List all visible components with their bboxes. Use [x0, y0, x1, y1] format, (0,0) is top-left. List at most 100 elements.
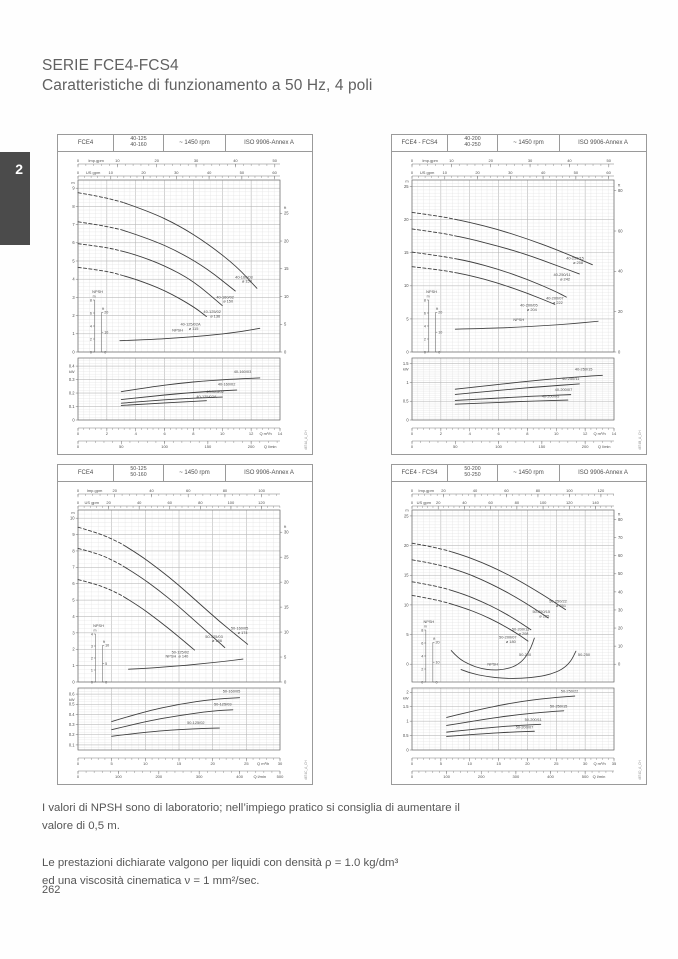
svg-text:40-125/02: 40-125/02	[203, 309, 221, 314]
svg-text:ft: ft	[618, 182, 621, 187]
svg-text:100: 100	[228, 500, 235, 505]
svg-text:9: 9	[72, 186, 75, 191]
rpm-label: ~ 1450 rpm	[498, 465, 560, 481]
svg-text:70: 70	[618, 535, 623, 540]
svg-text:5: 5	[284, 322, 287, 327]
svg-text:Q l/min: Q l/min	[264, 444, 277, 449]
svg-text:4: 4	[91, 632, 93, 636]
svg-text:0: 0	[406, 662, 409, 667]
svg-text:2: 2	[406, 690, 409, 695]
svg-text:12: 12	[583, 431, 588, 436]
svg-text:80: 80	[515, 500, 520, 505]
svg-text:4674D_A_CH: 4674D_A_CH	[638, 760, 642, 780]
svg-text:0: 0	[72, 417, 75, 422]
svg-text:40-250/11: 40-250/11	[562, 376, 579, 381]
svg-text:0: 0	[77, 444, 80, 449]
svg-text:3: 3	[72, 295, 75, 300]
svg-text:80: 80	[536, 488, 541, 493]
svg-text:0: 0	[438, 350, 440, 354]
svg-text:ft: ft	[103, 640, 105, 644]
pump-chart-panel-50-200-250: FCE4 - FCS4 50-200 50-250 ~ 1450 rpm ISO…	[391, 464, 647, 785]
sizes-label: 50-200 50-250	[448, 465, 498, 481]
svg-text:80: 80	[618, 517, 623, 522]
svg-text:120: 120	[566, 500, 573, 505]
svg-text:10: 10	[435, 660, 439, 664]
svg-text:60: 60	[618, 553, 623, 558]
svg-text:200: 200	[478, 774, 485, 779]
svg-text:5: 5	[72, 258, 75, 263]
npsh-note: I valori di NPSH sono di laboratorio; ne…	[42, 802, 460, 833]
svg-text:0: 0	[411, 488, 414, 493]
svg-text:4: 4	[72, 277, 75, 282]
svg-text:400: 400	[547, 774, 554, 779]
svg-text:4674A_A_CH: 4674A_A_CH	[304, 430, 308, 450]
svg-text:1: 1	[72, 331, 75, 336]
svg-text:ø 204: ø 204	[527, 307, 538, 312]
model-label: FCE4 - FCS4	[392, 465, 448, 481]
svg-text:8: 8	[72, 548, 75, 553]
svg-text:20: 20	[436, 500, 441, 505]
model-label: FCE4	[58, 465, 114, 481]
svg-text:4: 4	[421, 654, 423, 658]
svg-text:kW: kW	[403, 695, 409, 700]
svg-text:0: 0	[90, 350, 92, 354]
svg-text:50: 50	[574, 170, 579, 175]
svg-text:0: 0	[618, 662, 621, 667]
svg-text:0: 0	[411, 500, 414, 505]
svg-text:10: 10	[220, 431, 225, 436]
svg-text:50-200/11: 50-200/11	[525, 717, 542, 722]
svg-text:10: 10	[105, 644, 109, 648]
svg-text:m: m	[93, 294, 96, 298]
svg-text:140: 140	[592, 500, 599, 505]
svg-text:80: 80	[618, 188, 623, 193]
svg-text:m: m	[71, 180, 74, 185]
svg-text:15: 15	[284, 605, 289, 610]
model-label: FCE4	[58, 135, 114, 151]
svg-text:60: 60	[186, 488, 191, 493]
svg-text:0.5: 0.5	[403, 733, 409, 738]
svg-text:4674C_A_CH: 4674C_A_CH	[304, 760, 308, 780]
svg-text:8: 8	[526, 431, 529, 436]
svg-text:0.5: 0.5	[69, 702, 75, 707]
svg-text:m: m	[94, 628, 97, 632]
svg-text:ø 222: ø 222	[553, 300, 563, 305]
svg-text:2: 2	[424, 337, 426, 341]
svg-text:0: 0	[411, 761, 414, 766]
svg-text:8: 8	[421, 628, 423, 632]
svg-text:10: 10	[404, 602, 409, 607]
pump-curves-canvas: 012345678910m051015202530ft0.60.50.40.30…	[69, 488, 308, 780]
svg-text:80: 80	[198, 500, 203, 505]
series-title: SERIE FCE4-FCS4	[42, 57, 179, 74]
svg-text:500: 500	[582, 774, 589, 779]
svg-text:8: 8	[90, 298, 92, 302]
svg-text:0: 0	[77, 158, 80, 163]
svg-text:40: 40	[137, 500, 142, 505]
svg-text:80: 80	[223, 488, 228, 493]
sizes-label: 40-125 40-160	[114, 135, 164, 151]
svg-text:Q m³/h: Q m³/h	[593, 431, 605, 436]
page-title: SERIE FCE4-FCS4 Caratteristiche di funzi…	[42, 56, 372, 96]
svg-text:40-125/02A: 40-125/02A	[180, 322, 201, 327]
svg-text:20: 20	[404, 217, 409, 222]
svg-text:US gpm: US gpm	[420, 170, 435, 175]
svg-text:60: 60	[504, 488, 509, 493]
pump-curves-canvas: 0510152025m01020304050607080ft21.510.50k…	[403, 488, 642, 780]
svg-text:NPSH: NPSH	[426, 289, 437, 294]
svg-text:0: 0	[406, 349, 409, 354]
svg-text:25: 25	[404, 184, 409, 189]
svg-text:20: 20	[104, 311, 108, 315]
svg-text:25: 25	[244, 761, 249, 766]
svg-text:150: 150	[205, 444, 212, 449]
svg-text:ø 208: ø 208	[519, 631, 529, 636]
svg-text:Q l/min: Q l/min	[593, 774, 606, 779]
svg-text:0: 0	[618, 349, 621, 354]
svg-text:0: 0	[411, 431, 414, 436]
svg-text:2: 2	[421, 667, 423, 671]
svg-text:Q m³/h: Q m³/h	[593, 761, 605, 766]
svg-text:US gpm: US gpm	[417, 500, 432, 505]
svg-text:20: 20	[154, 158, 159, 163]
svg-text:30: 30	[284, 530, 289, 535]
